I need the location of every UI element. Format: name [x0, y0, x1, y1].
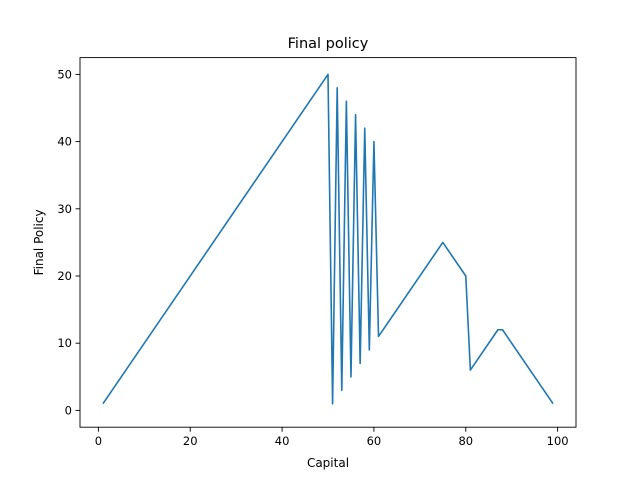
- y-tick-label: 20: [57, 269, 72, 283]
- y-tick-label: 10: [57, 336, 72, 350]
- y-axis-ticks: 0 10 20 30 40 50: [57, 67, 80, 417]
- plot-series: [102, 73, 554, 405]
- x-tick-label: 40: [275, 434, 290, 448]
- y-tick-label: 0: [65, 403, 72, 417]
- x-tick-label: 100: [547, 434, 569, 448]
- y-tick-label: 50: [57, 67, 72, 81]
- y-tick-label: 40: [57, 135, 72, 149]
- chart-title: Final policy: [288, 36, 369, 52]
- y-axis-label: Final Policy: [32, 209, 46, 275]
- x-axis-ticks: 0 20 40 60 80 100: [95, 427, 569, 448]
- series-line-1: [102, 73, 554, 405]
- x-tick-label: 20: [183, 434, 198, 448]
- x-tick-label: 80: [458, 434, 473, 448]
- x-axis-label: Capital: [307, 456, 349, 470]
- x-tick-label: 0: [95, 434, 102, 448]
- x-tick-label: 60: [367, 434, 382, 448]
- y-tick-label: 30: [57, 202, 72, 216]
- axes-frame: [79, 57, 577, 428]
